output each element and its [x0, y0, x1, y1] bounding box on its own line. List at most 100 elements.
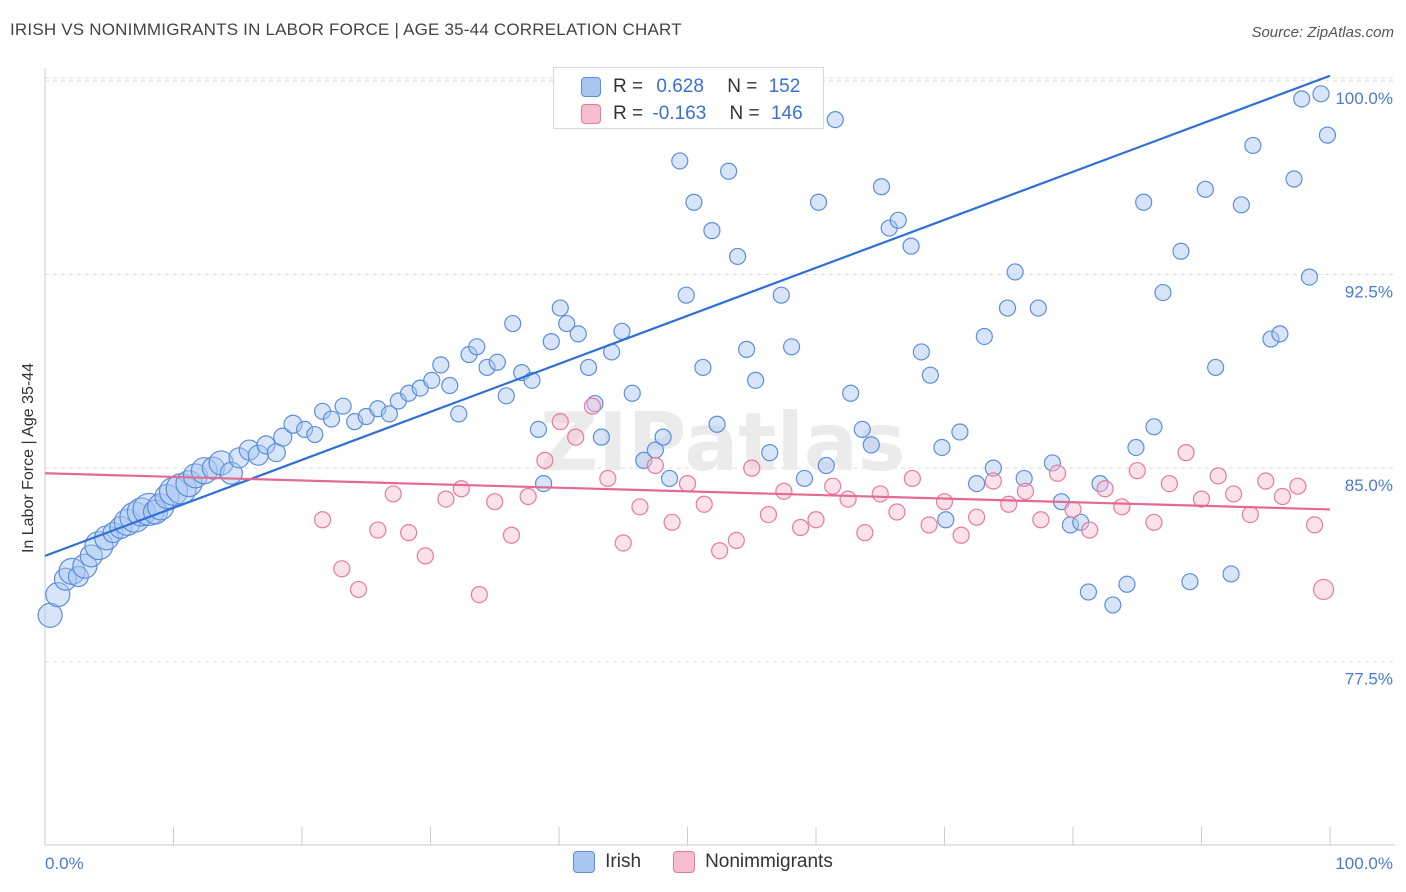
irish-point	[247, 444, 269, 466]
x-tick-label: 100.0%	[1335, 854, 1393, 873]
irish-point	[1079, 583, 1098, 601]
y-tick-label: 100.0%	[1335, 89, 1393, 108]
irish-point	[1127, 438, 1145, 457]
nonimmigrants-point	[903, 469, 921, 488]
irish-point	[1154, 283, 1172, 302]
nonimmigrants-point	[1241, 505, 1259, 524]
legend-item-irish[interactable]: Irish	[573, 851, 641, 873]
nonimmigrants-point	[807, 511, 825, 529]
nonimmigrants-point	[759, 505, 778, 524]
irish-point	[720, 162, 738, 180]
irish-point	[654, 428, 672, 446]
nonimmigrants-point	[631, 498, 649, 516]
nonimmigrants-point	[1160, 475, 1178, 493]
nonimmigrants-point	[663, 513, 681, 531]
nonimmigrants-trend-line	[44, 472, 1331, 511]
nonimm-n-label: N =	[729, 103, 760, 124]
irish-point	[795, 469, 814, 488]
irish-point	[708, 415, 726, 433]
nonimmigrants-point	[369, 521, 387, 539]
irish-point	[912, 343, 930, 361]
irish-point	[1285, 170, 1303, 188]
nonimmigrants-point	[502, 526, 521, 544]
irish-point	[677, 286, 695, 304]
y-tick-label: 92.5%	[1345, 283, 1393, 302]
irish-point	[703, 222, 721, 240]
irish-point	[889, 211, 907, 229]
irish-point	[1222, 565, 1240, 583]
irish-point	[497, 387, 515, 405]
irish-point	[334, 397, 352, 415]
irish-point	[551, 299, 569, 317]
nonimmigrants-point	[984, 472, 1002, 490]
nonimmigrants-point	[1032, 511, 1050, 529]
nonimmigrants-point	[856, 524, 874, 542]
irish-point	[1271, 325, 1289, 343]
nonimmigrants-point	[313, 511, 332, 529]
irish-legend-swatch	[573, 851, 596, 873]
nonimmigrants-point	[775, 482, 793, 500]
irish-r-label: R =	[613, 76, 644, 97]
irish-point	[1118, 575, 1136, 593]
irish-point	[968, 475, 986, 493]
irish-point	[921, 366, 939, 384]
irish-point	[1091, 475, 1109, 493]
nonimmigrants-point	[1312, 578, 1335, 601]
irish-point	[256, 435, 276, 455]
irish-point	[201, 456, 225, 480]
irish-point	[1244, 136, 1262, 155]
irish-point	[283, 414, 303, 434]
irish-swatch	[581, 77, 601, 97]
irish-point	[729, 247, 747, 266]
irish-legend-label: Irish	[605, 851, 642, 872]
irish-point	[1015, 469, 1033, 488]
legend-item-nonimmigrants[interactable]: Nonimmigrants	[673, 851, 833, 873]
irish-point	[1104, 596, 1122, 614]
axes	[44, 68, 1395, 846]
nonimmigrants-point	[583, 397, 602, 415]
irish-point	[1006, 263, 1024, 281]
nonimmigrants-point	[1016, 482, 1035, 500]
nonimmigrants-point	[743, 459, 761, 477]
irish-point	[933, 438, 951, 457]
irish-point	[1196, 180, 1214, 198]
nonimmigrants-point	[519, 487, 537, 506]
irish-point	[468, 338, 486, 356]
irish-point	[182, 463, 208, 489]
series-nonimmigrants-points	[313, 397, 1335, 604]
irish-r-value: 0.628	[656, 76, 704, 97]
nonimm-n-value: 146	[770, 103, 803, 124]
nonimmigrants-point	[1064, 500, 1082, 519]
nonimmigrants-point	[1209, 467, 1227, 485]
irish-point	[685, 193, 703, 211]
trend-lines	[44, 74, 1331, 557]
nonimmigrants-point	[437, 490, 455, 508]
nonimmigrants-legend-label: Nonimmigrants	[705, 851, 833, 872]
irish-point	[1232, 196, 1250, 214]
irish-point	[1300, 268, 1319, 286]
nonimmigrants-point	[536, 451, 554, 469]
irish-point	[1135, 193, 1153, 211]
x-tick-label: 0.0%	[45, 854, 84, 873]
irish-point	[671, 152, 689, 170]
irish-point	[423, 371, 441, 389]
nonimmigrants-point	[486, 493, 504, 511]
irish-point	[504, 314, 522, 333]
nonimmigrants-point	[400, 524, 418, 542]
nonimmigrants-point	[452, 480, 470, 498]
irish-point	[809, 193, 828, 211]
irish-point	[450, 405, 468, 423]
nonimmigrants-point	[1289, 477, 1307, 495]
nonimmigrants-point	[678, 475, 697, 493]
irish-point	[1029, 299, 1047, 317]
nonimmigrants-point	[470, 586, 488, 604]
nonimmigrants-point	[695, 495, 713, 513]
irish-point	[488, 353, 506, 371]
irish-point	[592, 428, 611, 446]
nonimmigrants-point	[1192, 490, 1211, 508]
irish-point	[951, 423, 969, 441]
y-axis-label: In Labor Force | Age 35-44	[20, 363, 37, 553]
irish-point	[747, 371, 765, 389]
nonimmigrants-point	[1177, 444, 1195, 462]
irish-point	[1293, 90, 1311, 108]
